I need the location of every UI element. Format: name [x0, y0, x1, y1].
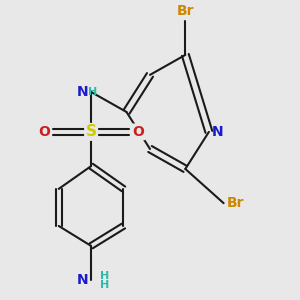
Text: H: H — [100, 280, 109, 290]
Text: Br: Br — [226, 196, 244, 210]
Text: Br: Br — [177, 4, 194, 18]
Text: N: N — [76, 273, 88, 287]
Text: O: O — [38, 125, 50, 139]
Text: N: N — [76, 85, 88, 99]
Text: H: H — [88, 87, 98, 97]
Text: H: H — [100, 271, 109, 281]
Text: N: N — [212, 125, 224, 139]
Text: S: S — [85, 124, 97, 140]
Text: O: O — [132, 125, 144, 139]
